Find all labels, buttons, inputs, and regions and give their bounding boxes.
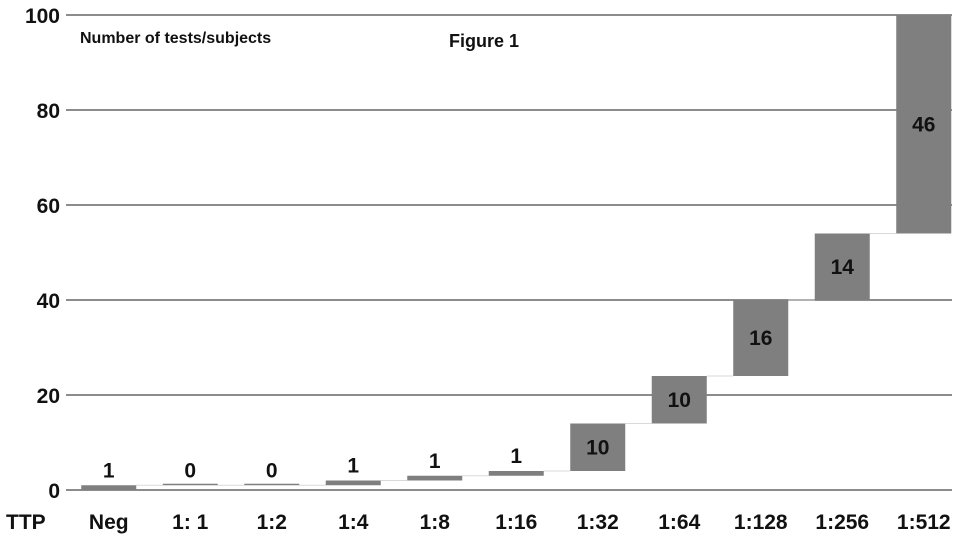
x-tick-label: 1:128 — [734, 511, 788, 534]
y-tick-label: 40 — [37, 290, 60, 313]
x-tick-label: 1:32 — [577, 511, 619, 534]
data-label: 46 — [912, 113, 935, 136]
data-label: 0 — [266, 459, 278, 482]
data-label: 10 — [668, 389, 691, 412]
data-label: 14 — [831, 256, 855, 279]
x-tick-label: 1: 1 — [172, 511, 209, 534]
bar-6 — [570, 423, 626, 471]
y-tick-label: 80 — [37, 100, 60, 123]
x-tick-label: 1:64 — [658, 511, 700, 534]
bar-9 — [814, 233, 870, 300]
data-label: 1 — [103, 459, 115, 482]
bar-0 — [81, 485, 137, 490]
x-tick-label: 1:2 — [257, 511, 287, 534]
y-tick-label: 100 — [25, 5, 60, 28]
bar-3 — [325, 480, 381, 486]
y-axis-ticks: 0 20 40 60 80 100 — [25, 5, 60, 503]
chart-title: Figure 1 — [449, 31, 519, 51]
bars — [81, 15, 952, 490]
data-label: 1 — [347, 455, 359, 478]
bar-8 — [733, 300, 789, 376]
data-label: 1 — [510, 445, 522, 468]
gridlines — [66, 14, 952, 491]
x-tick-label: 1:512 — [897, 511, 951, 534]
y-tick-label: 0 — [48, 480, 60, 503]
data-label: 0 — [184, 459, 196, 482]
bar-10 — [896, 15, 952, 234]
bar-4 — [407, 475, 463, 481]
bar-1 — [162, 483, 218, 486]
y-tick-label: 60 — [37, 195, 60, 218]
y-axis-label: Number of tests/subjects — [80, 30, 271, 47]
x-tick-label: 1:8 — [420, 511, 451, 534]
x-tick-label: 1:256 — [815, 511, 869, 534]
x-tick-label: 1:16 — [495, 511, 537, 534]
data-label: 1 — [429, 450, 441, 473]
x-axis-name: TTP — [6, 511, 46, 534]
x-tick-label: 1:4 — [338, 511, 369, 534]
bar-2 — [244, 483, 300, 486]
bar-5 — [488, 471, 544, 476]
x-tick-label: Neg — [89, 511, 129, 534]
y-tick-label: 20 — [37, 385, 60, 408]
connectors — [136, 233, 897, 486]
x-axis-ticks: Neg 1: 1 1:2 1:4 1:8 1:16 1:32 1:64 1:128 1:256 1:… — [89, 511, 951, 534]
data-label: 16 — [749, 327, 772, 350]
data-label: 10 — [586, 436, 609, 459]
bar-7 — [651, 376, 707, 424]
